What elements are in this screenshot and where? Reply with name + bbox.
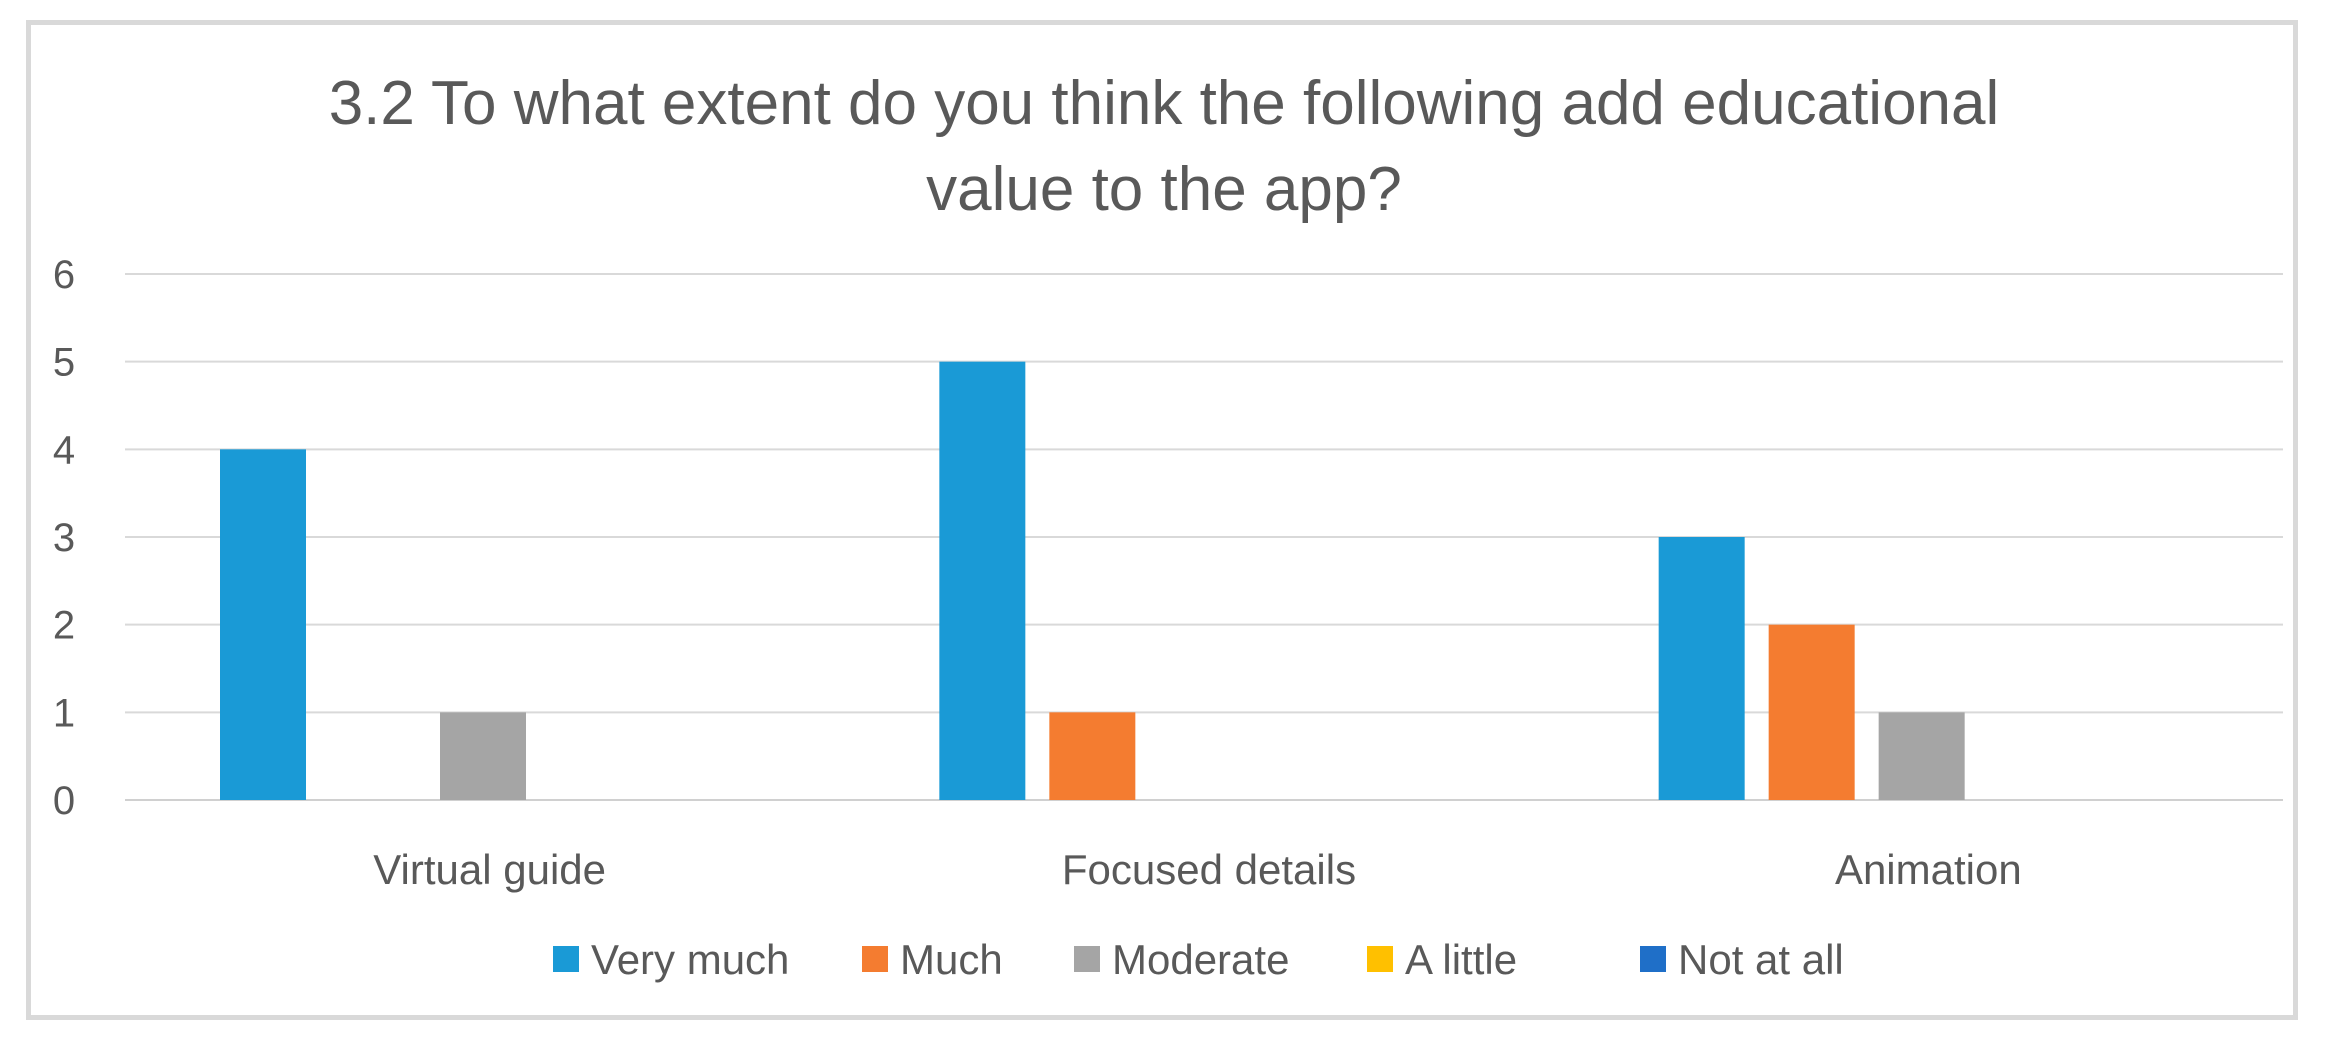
legend-swatch [862, 946, 888, 972]
bar-much [1768, 624, 1855, 800]
x-axis-categories: Virtual guide Focused details Animation [373, 846, 2021, 893]
bar-moderate [1878, 712, 1965, 800]
y-tick-label: 6 [53, 253, 75, 297]
legend-label: Much [900, 936, 1003, 983]
chart-title-line: 3.2 To what extent do you think the foll… [329, 69, 2000, 138]
legend-label: Very much [591, 936, 789, 983]
bar-moderate [440, 712, 526, 800]
legend-swatch [1640, 946, 1666, 972]
x-category-label: Animation [1835, 846, 2022, 893]
bars [220, 361, 1965, 800]
x-category-label: Virtual guide [373, 846, 606, 893]
chart-frame [26, 20, 2298, 1020]
legend-swatch [1367, 946, 1393, 972]
y-tick-label: 3 [53, 516, 75, 560]
legend-label: A little [1405, 936, 1517, 983]
x-category-label: Focused details [1062, 846, 1356, 893]
y-axis-ticks: 0 1 2 3 4 5 6 [53, 253, 75, 823]
bar-very-much [939, 361, 1026, 800]
legend-label: Moderate [1112, 936, 1289, 983]
chart-title-line: value to the app? [926, 155, 1402, 224]
legend-label: Not at all [1678, 936, 1844, 983]
bar-much [1049, 712, 1136, 800]
bar-very-much [220, 449, 306, 800]
y-tick-label: 4 [53, 428, 75, 472]
bar-very-much [1658, 537, 1745, 800]
y-tick-label: 2 [53, 604, 75, 648]
legend-swatch [1074, 946, 1100, 972]
y-tick-label: 1 [53, 691, 75, 735]
legend: Very much Much Moderate A little Not at all [553, 936, 1844, 983]
y-tick-label: 5 [53, 341, 75, 385]
chart-title: 3.2 To what extent do you think the foll… [329, 69, 2000, 224]
legend-swatch [553, 946, 579, 972]
y-tick-label: 0 [53, 779, 75, 823]
